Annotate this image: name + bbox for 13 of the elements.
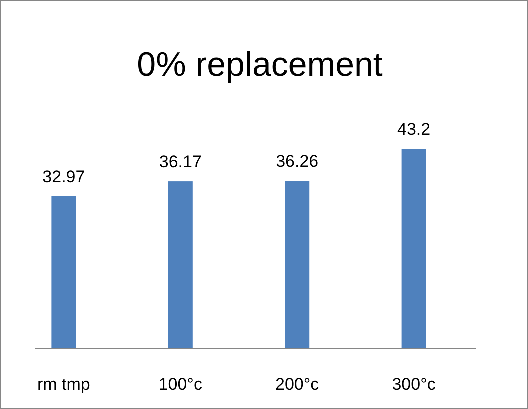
x-tick-label: rm tmp	[37, 375, 90, 394]
x-tick-label: 300°c	[392, 375, 436, 394]
data-label: 43.2	[398, 120, 431, 139]
x-tick-label: 200°c	[276, 375, 320, 394]
data-label: 32.97	[42, 167, 86, 186]
data-label: 36.17	[159, 152, 202, 172]
chart-title: 0% replacement	[137, 46, 384, 84]
bar	[285, 181, 310, 349]
data-label: 36.26	[276, 152, 319, 172]
bar	[402, 149, 426, 349]
bar	[168, 182, 193, 349]
bar	[52, 196, 76, 349]
x-tick-label: 100°c	[158, 375, 203, 394]
